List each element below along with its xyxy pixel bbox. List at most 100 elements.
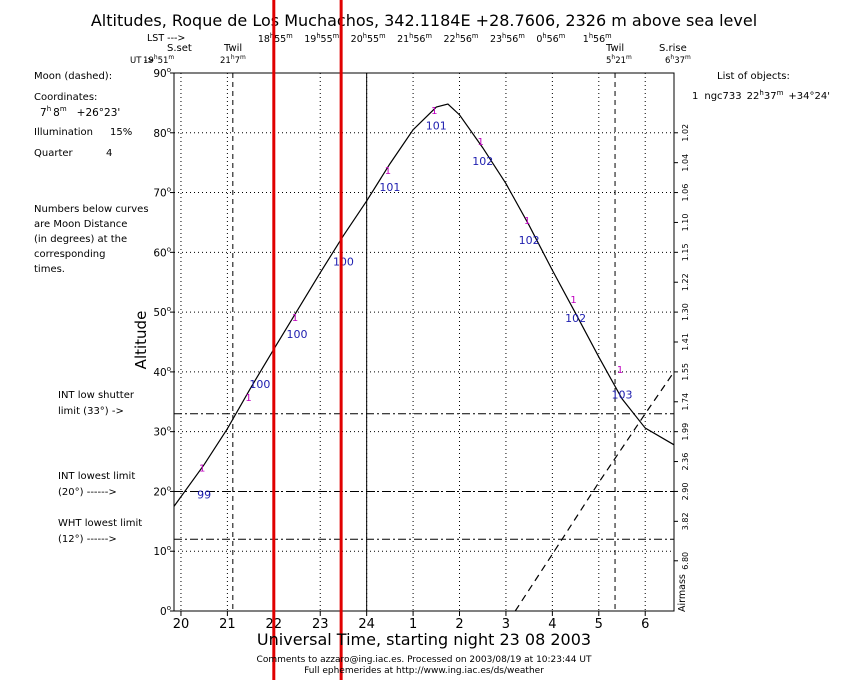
- airmass-tick-label: 2.90: [681, 483, 690, 501]
- lst-tick-m-unit: m: [333, 32, 339, 40]
- object-list: 1 ngc733 22h37m +34°24': [692, 89, 830, 102]
- illumination-label: Illumination: [34, 127, 93, 138]
- quarter-value: 4: [106, 148, 112, 159]
- morning-twilight-time-m: 21: [615, 56, 626, 66]
- moon-dec: +26°23': [77, 107, 121, 119]
- limit-label-line2: (12°) ------>: [58, 534, 117, 545]
- lst-tick: 23h56m: [490, 32, 525, 45]
- plot-area: 20212223241234560o10o20o30o40o50o60o70o8…: [153, 0, 690, 680]
- x-tick-label: 20: [173, 617, 190, 632]
- note-line: are Moon Distance: [34, 219, 127, 230]
- sunset-time-h: 19: [143, 56, 154, 66]
- airmass-tick-label: 2.36: [681, 453, 690, 471]
- lst-tick-m-unit: m: [518, 32, 524, 40]
- object-marker: 1: [292, 313, 298, 324]
- object-list-title: List of objects:: [717, 71, 790, 82]
- morning-twilight-label: Twil: [605, 43, 624, 54]
- evening-twilight-time-h-unit: h: [231, 54, 235, 61]
- object-dec: +34°24': [788, 91, 830, 102]
- x-tick-label: 2: [455, 617, 463, 632]
- airmass-tick-label: 1.04: [681, 154, 690, 172]
- degree-symbol: o: [167, 544, 171, 552]
- evening-twilight-label: Twil: [223, 43, 242, 54]
- moon-coord-label: Coordinates:: [34, 92, 97, 103]
- degree-symbol: o: [167, 186, 171, 194]
- moon-distance-label: 102: [519, 234, 540, 247]
- object-marker: 1: [570, 295, 576, 306]
- object-ra-m: 37: [764, 91, 777, 102]
- object-altitude-curve: [173, 103, 675, 507]
- x-tick-label: 6: [641, 617, 649, 632]
- airmass-tick-label: 1.41: [681, 333, 690, 351]
- lst-tick-h-unit: h: [589, 32, 593, 40]
- lst-tick: 0h56m: [536, 32, 565, 45]
- airmass-tick-label: 1.02: [681, 124, 690, 142]
- airmass-tick-label: 1.22: [681, 273, 690, 291]
- y-tick-value: 30: [153, 427, 166, 439]
- object-marker: 1: [478, 137, 484, 148]
- lst-tick-m-unit: m: [472, 32, 478, 40]
- sunrise-time-h-unit: h: [670, 54, 674, 61]
- lst-tick: 22h56m: [444, 32, 479, 45]
- lst-tick: 19h55m: [304, 32, 339, 45]
- airmass-tick-label: 1.99: [681, 423, 690, 441]
- moon-ra-m: 8: [53, 107, 60, 119]
- y-tick-label: 20o: [153, 484, 171, 498]
- y-tick-label: 80o: [153, 126, 171, 140]
- lst-tick-m: 56: [547, 34, 559, 45]
- lst-tick: 18h55m: [258, 32, 293, 45]
- airmass-tick-label: 1.06: [681, 184, 690, 202]
- object-marker: 1: [617, 365, 623, 376]
- moon-distance-label: 101: [426, 120, 447, 133]
- chart-title: Altitudes, Roque de Los Muchachos, 342.1…: [91, 11, 757, 30]
- lst-tick-h-unit: h: [502, 32, 506, 40]
- limit-label-line1: INT lowest limit: [58, 471, 135, 482]
- y-tick-value: 70: [153, 188, 166, 200]
- lst-label: LST --->: [147, 33, 185, 44]
- note-line: Numbers below curves: [34, 204, 149, 215]
- lst-tick: 20h55m: [351, 32, 386, 45]
- sunset-time: 19h51m: [143, 54, 174, 66]
- object-marker: 1: [431, 106, 437, 117]
- lst-tick-m-unit: m: [286, 32, 292, 40]
- lst-tick-m-unit: m: [379, 32, 385, 40]
- lst-tick-h: 21: [397, 34, 409, 45]
- moon-distance-label: 101: [379, 181, 400, 194]
- lst-tick-m: 55: [321, 34, 333, 45]
- sunset-time-h-unit: h: [154, 54, 158, 61]
- y-axis-title: Altitude: [132, 311, 150, 370]
- airmass-tick-label: 3.82: [681, 512, 690, 530]
- limit-label-line2: (20°) ------>: [58, 487, 117, 498]
- lst-tick-h-unit: h: [363, 32, 367, 40]
- sunrise-time-m: 37: [674, 56, 685, 66]
- lst-tick-h-unit: h: [456, 32, 460, 40]
- object-ra-h: 22: [747, 91, 760, 102]
- limit-label-line2: limit (33°) ->: [58, 406, 124, 417]
- x-tick-label: 23: [312, 617, 329, 632]
- moon-distance-label: 102: [472, 155, 493, 168]
- x-tick-label: 4: [548, 617, 556, 632]
- morning-twilight-time: 5h21m: [606, 54, 632, 66]
- moon-coordinates: 7h 8m +26°23': [40, 105, 120, 119]
- lst-tick: 21h56m: [397, 32, 432, 45]
- airmass-tick-label: 1.30: [681, 303, 690, 321]
- footer-comments: Comments to azzaro@ing.iac.es. Processed…: [257, 655, 592, 665]
- degree-symbol: o: [167, 66, 171, 74]
- x-tick-label: 1: [409, 617, 417, 632]
- y-tick-label: 40o: [153, 365, 171, 379]
- lst-tick-h: 18: [258, 34, 270, 45]
- limit-label-line1: INT low shutter: [58, 390, 135, 401]
- airmass-tick-label: 6.80: [681, 552, 690, 570]
- sunrise-time-h: 6: [665, 56, 670, 66]
- y-tick-label: 0o: [160, 604, 171, 618]
- lst-tick-m: 56: [413, 34, 425, 45]
- object-ra-m-unit: m: [777, 89, 784, 97]
- evening-twilight-time-m: 7: [235, 56, 240, 66]
- moon-distance-label: 102: [565, 312, 586, 325]
- degree-symbol: o: [167, 425, 171, 433]
- y-tick-value: 80: [153, 128, 166, 140]
- lst-tick-m-unit: m: [425, 32, 431, 40]
- object-ra-h-unit: h: [759, 89, 763, 97]
- y-tick-value: 10: [153, 546, 166, 558]
